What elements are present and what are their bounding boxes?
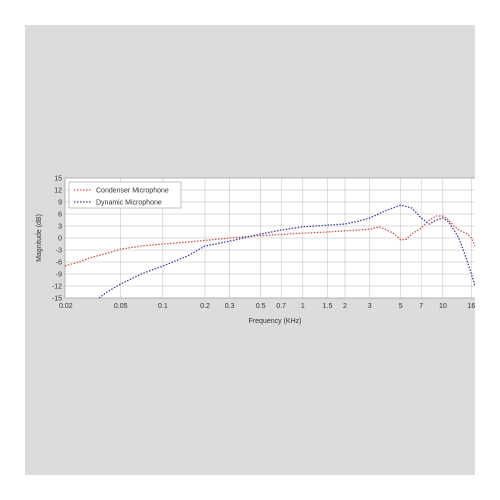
y-tick-label: -3	[56, 247, 62, 254]
x-axis-title: Frequency (KHz)	[249, 318, 302, 325]
x-tick-label: 7	[419, 303, 423, 310]
y-tick-label: 15	[54, 175, 62, 182]
x-tick-label: 2	[343, 303, 347, 310]
series-lines	[64, 204, 475, 299]
x-tick-label: 0.05	[114, 303, 128, 310]
y-tick-label: -6	[56, 259, 62, 266]
chart-panel: -15 -12 -9 -6 -3 0 3 6 9 12 15 0.02 0.05 0.1 0.2 0.3 0.…	[25, 25, 475, 475]
y-tick-label: -9	[56, 271, 62, 278]
series-line-dynamic	[98, 204, 475, 299]
x-tick-label: 1	[301, 303, 305, 310]
x-tick-label: 0.02	[59, 303, 73, 310]
y-axis-title: Magnitude (dB)	[36, 214, 43, 262]
legend: Condenser Microphone Dynamic Microphone	[68, 181, 182, 209]
x-tick-labels: 0.020.050.10.20.30.50.711.52357101620	[59, 303, 475, 310]
series-line-condenser	[64, 215, 475, 267]
legend-box	[68, 181, 182, 209]
legend-label-dynamic: Dynamic Microphone	[96, 200, 162, 207]
x-tick-label: 0.3	[225, 303, 235, 310]
y-tick-label: 9	[58, 199, 62, 206]
x-tick-label: 5	[399, 303, 403, 310]
x-tick-label: 0.7	[276, 303, 286, 310]
y-tick-labels: -15 -12 -9 -6 -3 0 3 6 9 12 15	[52, 175, 62, 302]
y-tick-label: 3	[58, 223, 62, 230]
x-tick-label: 16	[468, 303, 475, 310]
x-tick-label: 1.5	[323, 303, 333, 310]
legend-label-condenser: Condenser Microphone	[96, 188, 169, 195]
x-tick-label: 0.5	[256, 303, 266, 310]
x-tick-label: 0.2	[200, 303, 210, 310]
x-tick-label: 3	[368, 303, 372, 310]
y-tick-label: 6	[58, 211, 62, 218]
y-tick-label: -12	[52, 283, 62, 290]
y-tick-label: 0	[58, 235, 62, 242]
y-tick-label: 12	[54, 187, 62, 194]
x-tick-label: 0.1	[158, 303, 168, 310]
x-tick-label: 10	[439, 303, 447, 310]
y-tick-label: -15	[52, 295, 62, 302]
